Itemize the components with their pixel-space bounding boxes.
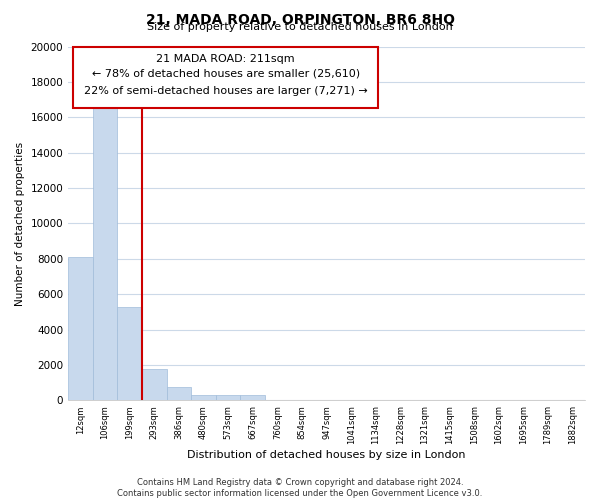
Text: 21, MADA ROAD, ORPINGTON, BR6 8HQ: 21, MADA ROAD, ORPINGTON, BR6 8HQ	[146, 12, 455, 26]
Bar	[142, 370, 167, 400]
Text: 21 MADA ROAD: 211sqm: 21 MADA ROAD: 211sqm	[157, 54, 295, 64]
Bar	[167, 387, 191, 400]
Text: Size of property relative to detached houses in London: Size of property relative to detached ho…	[147, 22, 453, 32]
FancyBboxPatch shape	[73, 46, 378, 108]
Text: Contains HM Land Registry data © Crown copyright and database right 2024.
Contai: Contains HM Land Registry data © Crown c…	[118, 478, 482, 498]
Y-axis label: Number of detached properties: Number of detached properties	[15, 142, 25, 306]
Bar	[68, 257, 93, 400]
Bar	[118, 306, 142, 400]
Text: 22% of semi-detached houses are larger (7,271) →: 22% of semi-detached houses are larger (…	[84, 86, 368, 96]
Bar	[216, 395, 241, 400]
Text: ← 78% of detached houses are smaller (25,610): ← 78% of detached houses are smaller (25…	[92, 68, 360, 78]
X-axis label: Distribution of detached houses by size in London: Distribution of detached houses by size …	[187, 450, 466, 460]
Bar	[93, 106, 118, 401]
Bar	[241, 395, 265, 400]
Bar	[191, 395, 216, 400]
